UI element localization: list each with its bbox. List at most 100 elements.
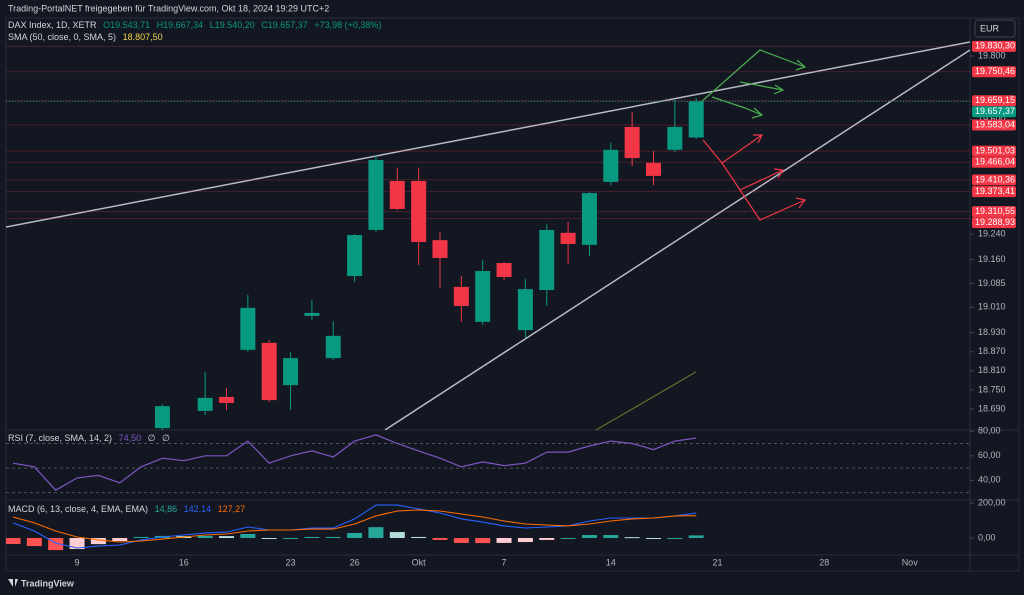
y-tick-label: 80,00: [978, 426, 1001, 436]
histogram-bar: [411, 536, 427, 539]
price-legend: DAX Index, 1D, XETR O19.543,71 H19.667,3…: [8, 20, 385, 30]
macd-line: [12, 509, 697, 543]
x-tick-label: 14: [606, 557, 616, 567]
histogram-bar: [496, 538, 512, 543]
histogram-bar: [453, 538, 469, 543]
candle-body: [411, 180, 427, 243]
histogram-bar: [26, 538, 42, 547]
price-label-box: [972, 217, 1016, 229]
candle-body: [432, 240, 448, 258]
macd-line: [12, 504, 697, 549]
legend-value: ∅: [161, 433, 170, 443]
price-label: 19.466,04: [975, 157, 1015, 167]
sma-line: [594, 371, 697, 430]
y-tick-label: 0,00: [978, 532, 996, 542]
histogram-bar: [6, 538, 21, 544]
y-tick-label: 19.240: [978, 228, 1006, 238]
legend-value: L19.540,20: [209, 20, 255, 30]
histogram-bar: [133, 536, 149, 539]
price-label: 19.373,41: [975, 186, 1015, 196]
price-label-box: [972, 119, 1016, 131]
histogram-bar: [517, 538, 533, 543]
histogram-bar: [304, 536, 320, 539]
candle-body: [347, 235, 363, 277]
candle-body: [646, 162, 661, 176]
y-tick-label: 18.690: [978, 403, 1006, 413]
histogram-bar: [667, 538, 683, 540]
currency-box[interactable]: [974, 19, 1016, 38]
candle-body: [624, 126, 640, 159]
legend-value: 142,14: [183, 504, 212, 514]
candle-body: [325, 335, 341, 359]
candle-body: [560, 232, 576, 244]
histogram-bar: [432, 538, 448, 540]
frame: [5, 17, 1020, 572]
price-label: 19.830,30: [975, 41, 1015, 51]
legend-title: RSI (7, close, SMA, 14, 2): [8, 433, 113, 443]
histogram-bar: [261, 538, 277, 540]
y-tick-label: 60,00: [978, 450, 1001, 460]
price-label-box: [972, 206, 1016, 218]
candle-body: [283, 358, 299, 386]
price-label-box: [972, 106, 1016, 118]
logo: TradingView: [21, 578, 75, 588]
price-label-box: [972, 95, 1016, 107]
price-label: 19.501,03: [975, 145, 1015, 155]
macd-legend: MACD (6, 13, close, 4, EMA, EMA) 14,86 1…: [8, 504, 249, 514]
projection-arrows-up: [699, 49, 807, 119]
candle-body: [240, 307, 256, 350]
y-tick-label: 40,00: [978, 475, 1001, 485]
y-tick-label: 19.800: [978, 50, 1006, 60]
x-tick-label: 28: [819, 557, 829, 567]
histogram-bar: [240, 533, 256, 539]
y-tick-label: 18.870: [978, 346, 1006, 356]
x-tick-label: 21: [713, 557, 723, 567]
price-pane: [6, 41, 970, 430]
legend-value: +73,98 (+0,38%): [314, 20, 382, 30]
candle-body: [197, 397, 213, 411]
price-label-box: [972, 40, 1016, 52]
trend-line: [6, 41, 970, 228]
candle-body: [603, 149, 619, 182]
price-label: 19.750,46: [975, 66, 1015, 76]
histogram-bar: [283, 538, 299, 540]
histogram-bar: [90, 538, 106, 545]
candle-body: [517, 289, 533, 331]
histogram-bar: [325, 536, 341, 539]
histogram-bar: [581, 535, 597, 539]
rsi-pane: [6, 434, 970, 494]
legend-value: 18.807,50: [122, 32, 163, 42]
candle-body: [154, 406, 170, 429]
macd-pane: [6, 504, 704, 551]
histogram-bar: [112, 538, 128, 541]
currency[interactable]: EUR: [980, 23, 1000, 33]
histogram-bar: [368, 527, 384, 539]
price-label-box: [972, 174, 1016, 186]
histogram-bar: [688, 535, 704, 539]
candle-body: [389, 180, 405, 209]
candle-body: [304, 312, 320, 316]
histogram-bar: [539, 538, 555, 540]
y-tick-label: 200,00: [978, 497, 1006, 507]
candle-body: [219, 396, 234, 403]
legend-value: ∅: [147, 433, 156, 443]
x-tick-label: 23: [286, 557, 296, 567]
candle-body: [688, 101, 704, 138]
legend-value: H19.667,34: [156, 20, 204, 30]
candle-body: [368, 159, 384, 230]
candle-body: [261, 342, 277, 401]
x-tick-label: Nov: [902, 557, 919, 567]
y-tick-label: 18.750: [978, 384, 1006, 394]
x-tick-label: 16: [179, 557, 189, 567]
trend-line: [384, 49, 970, 430]
x-tick-label: 7: [502, 557, 507, 567]
price-label: 19.583,04: [975, 119, 1015, 129]
histogram-bar: [560, 538, 576, 540]
price-label: 19.410,36: [975, 174, 1015, 184]
price-label-box: [972, 156, 1016, 168]
price-label-box: [972, 145, 1016, 157]
histogram-bar: [347, 532, 363, 539]
histogram-bar: [646, 538, 661, 540]
legend-value: O19.543,71: [103, 20, 151, 30]
